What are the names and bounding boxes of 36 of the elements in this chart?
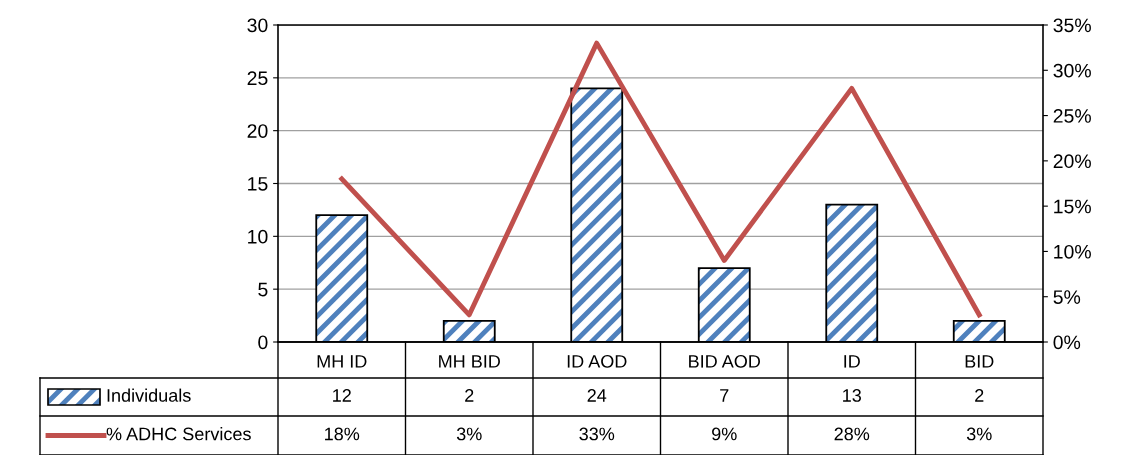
x-tick-label: MH BID (439, 355, 500, 368)
y-tick-label: 10 (248, 229, 268, 244)
line-series (339, 40, 982, 318)
x-tick-label: ID (844, 355, 860, 368)
y2-tick-label: 10% (1054, 244, 1091, 259)
y-tick-label: 25 (247, 71, 268, 86)
y2-tick-label: 20% (1053, 154, 1091, 169)
y2-tick-label: 0% (1053, 335, 1081, 350)
data-label: 2 (975, 389, 984, 402)
data-label: 33% (579, 427, 615, 441)
data-label: 2 (465, 389, 474, 402)
data-label: 9% (712, 427, 737, 441)
y-tick-label: 30 (247, 18, 268, 33)
y2-tick-label: 25% (1053, 109, 1091, 123)
data-label: 3% (456, 427, 482, 441)
x-tick-label: ID AOD (567, 354, 627, 368)
legend-label: % ADHC Services (106, 427, 251, 441)
y2-tick-label: 15% (1054, 199, 1091, 214)
y-tick-label: 20 (247, 124, 268, 138)
x-tick-label: MH ID (317, 355, 367, 368)
y2-tick-label: 35% (1053, 18, 1091, 33)
y2-tick-label: 30% (1053, 63, 1091, 78)
y-tick-label: 15 (248, 177, 268, 191)
data-label: 18% (325, 427, 360, 441)
data-label: 12 (333, 389, 351, 402)
x-tick-label: BID (965, 355, 994, 368)
data-label: 3% (966, 427, 992, 441)
data-label: 13 (843, 389, 861, 402)
x-tick-label: BID AOD (689, 354, 761, 368)
y-tick-label: 5 (258, 282, 268, 297)
data-label: 28% (834, 427, 870, 441)
y2-tick-label: 5% (1053, 290, 1081, 304)
legend-label: Individuals (107, 388, 191, 402)
data-label: 7 (720, 389, 729, 402)
y-tick-label: 0 (258, 335, 268, 350)
data-label: 24 (587, 389, 607, 402)
